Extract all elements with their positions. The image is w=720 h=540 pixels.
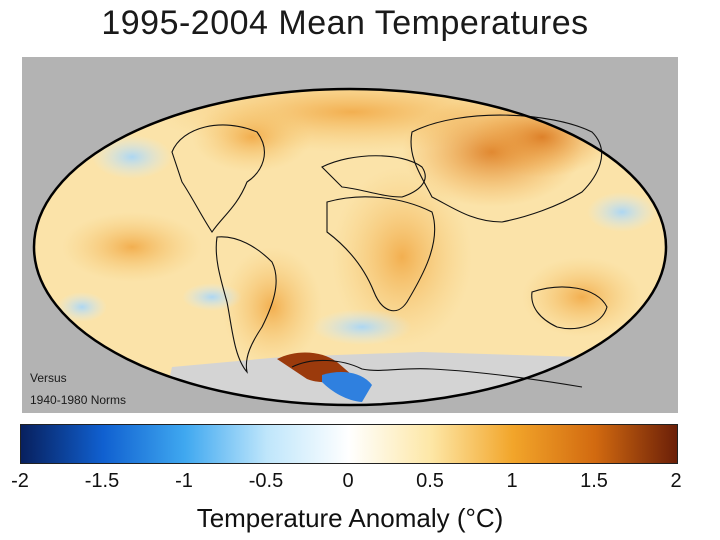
world-map [32, 87, 668, 407]
colorbar-label: Temperature Anomaly (°C) [196, 503, 504, 533]
comparison-note-line2: 1940-1980 Norms [30, 393, 127, 407]
colorbar-tick-label: 2 [670, 470, 682, 492]
comparison-note-line1: Versus [30, 371, 67, 385]
globe-outline [32, 87, 668, 407]
anomaly-field [34, 89, 666, 405]
page-title: 1995-2004 Mean Temperatures [101, 4, 589, 42]
colorbar-tick-label: 1 [506, 470, 518, 492]
colorbar-tick-label: -1.5 [84, 470, 120, 492]
colorbar-tick-label: -0.5 [248, 470, 284, 492]
coastlines [171, 114, 608, 388]
map-panel [22, 57, 678, 413]
colorbar-tick-label: 0.5 [416, 470, 444, 492]
colorbar-tick-label: -2 [11, 470, 29, 492]
colorbar [20, 424, 678, 464]
colorbar-ticks: -2 -1.5 -1 -0.5 0 0.5 1 1.5 2 [0, 470, 720, 500]
colorbar-tick-label: 0 [342, 470, 354, 492]
colorbar-tick-label: -1 [175, 470, 193, 492]
colorbar-tick-label: 1.5 [580, 470, 608, 492]
